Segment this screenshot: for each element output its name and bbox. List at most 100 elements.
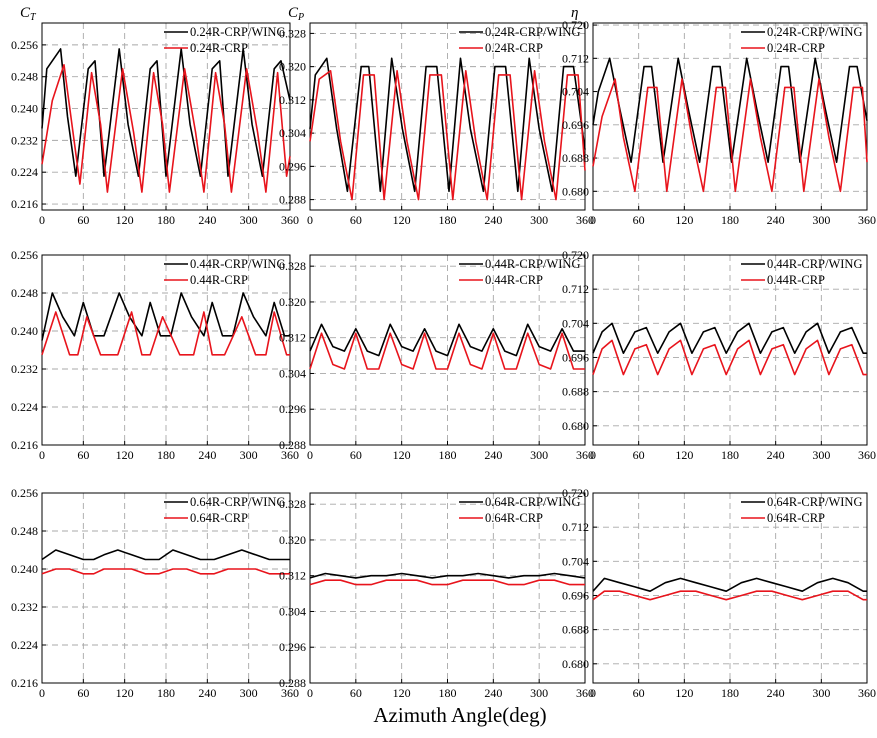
panel-eta-024: 0 60 120 180 240 300 360 0.680 0.688 0.696 0.704 0.… (562, 5, 876, 227)
x-tick-label: 240 (198, 213, 216, 227)
x-tick-label: 120 (116, 686, 134, 700)
y-tick-label: 0.224 (11, 400, 38, 414)
x-tick-label: 180 (157, 213, 175, 227)
y-tick-label: 0.296 (279, 640, 306, 654)
legend-label: 0.24R-CRP/WING (485, 25, 581, 39)
y-tick-label: 0.248 (11, 524, 38, 538)
y-tick-label: 0.232 (11, 133, 38, 147)
plot-frame (309, 492, 586, 684)
y-axis-label: CP (288, 5, 304, 23)
y-tick-label: 0.680 (562, 419, 589, 433)
legend-label: 0.44R-CRP/WING (190, 257, 286, 271)
series-line-wing (592, 57, 868, 163)
x-tick-label: 180 (721, 686, 739, 700)
x-tick-label: 240 (198, 448, 216, 462)
panel-ct-024: 0 60 120 180 240 300 360 0.216 0.224 0.232 0.240 0.… (11, 5, 299, 227)
y-tick-label: 0.288 (279, 676, 306, 690)
x-tick-label: 300 (812, 686, 830, 700)
x-tick-label: 240 (484, 448, 502, 462)
series-line-crp (592, 78, 868, 193)
x-tick-label: 360 (576, 686, 594, 700)
y-tick-label: 0.704 (562, 554, 589, 568)
plot-frame (309, 22, 586, 211)
y-tick-label: 0.320 (279, 533, 306, 547)
y-axis-label: CT (20, 5, 37, 23)
x-tick-label: 180 (439, 213, 457, 227)
series-line-crp (309, 332, 585, 370)
y-tick-label: 0.256 (11, 38, 38, 52)
y-tick-label: 0.312 (279, 569, 306, 583)
x-tick-label: 60 (350, 213, 362, 227)
panel-eta-044: 0 60 120 180 240 300 360 0.680 0.688 0.696 0.704 0.… (562, 248, 876, 462)
x-tick-label: 300 (530, 448, 548, 462)
y-tick-label: 0.320 (279, 60, 306, 74)
x-tick-label: 300 (812, 213, 830, 227)
x-tick-label: 360 (576, 448, 594, 462)
y-tick-label: 0.688 (562, 623, 589, 637)
panel-cp-044: 0 60 120 180 240 300 3600.2880.2960.3040.3120.… (279, 254, 594, 462)
y-tick-label: 0.296 (279, 402, 306, 416)
y-axis-label-subscript: P (297, 12, 304, 23)
panel-cp-064: 0 60 120 180 240 300 3600.2880.2960.3040.3120.… (279, 492, 594, 700)
y-tick-label: 0.680 (562, 184, 589, 198)
y-tick-label: 0.256 (11, 486, 38, 500)
x-tick-label: 180 (439, 686, 457, 700)
y-tick-label: 0.688 (562, 385, 589, 399)
x-tick-label: 0 (307, 686, 313, 700)
series-line-crp (41, 568, 290, 575)
x-tick-label: 0 (307, 213, 313, 227)
y-tick-label: 0.248 (11, 286, 38, 300)
y-tick-label: 0.696 (562, 350, 589, 364)
series-line-crp (41, 64, 291, 193)
series-line-wing (309, 57, 586, 193)
legend-label: 0.64R-CRP/WING (485, 495, 581, 509)
x-tick-label: 60 (350, 448, 362, 462)
y-tick-label: 0.240 (11, 562, 38, 576)
plot-frame (41, 492, 291, 684)
x-tick-label: 180 (721, 213, 739, 227)
legend-label: 0.44R-CRP (485, 273, 543, 287)
y-tick-label: 0.688 (562, 151, 589, 165)
y-tick-label: 0.696 (562, 118, 589, 132)
x-tick-label: 240 (484, 213, 502, 227)
x-tick-label: 240 (484, 686, 502, 700)
y-tick-label: 0.312 (279, 93, 306, 107)
panel-cp-024: 0 60 120 180 240 300 360 0.288 0.296 0.304 0.312 0.… (279, 5, 594, 227)
x-tick-label: 360 (281, 686, 299, 700)
legend-label: 0.44R-CRP (190, 273, 248, 287)
plot-frame (592, 254, 868, 446)
panel-ct-044: 0 60 120 180 240 300 360 0.216 0.224 0.232 0.240 0.… (11, 248, 299, 462)
series-line-wing (309, 323, 585, 357)
x-tick-label: 360 (281, 213, 299, 227)
series-line-wing (592, 322, 867, 355)
x-tick-label: 60 (77, 448, 89, 462)
legend-label: 0.64R-CRP (767, 511, 825, 525)
y-tick-label: 0.216 (11, 438, 38, 452)
x-tick-label: 120 (393, 448, 411, 462)
y-tick-label: 0.320 (279, 295, 306, 309)
y-tick-label: 0.720 (562, 486, 589, 500)
y-tick-label: 0.304 (279, 126, 306, 140)
y-tick-label: 0.312 (279, 331, 306, 345)
x-tick-label: 300 (530, 686, 548, 700)
x-tick-label: 120 (675, 686, 693, 700)
y-tick-label: 0.248 (11, 70, 38, 84)
legend-label: 0.44R-CRP/WING (767, 257, 863, 271)
legend-label: 0.24R-CRP (485, 41, 543, 55)
legend-label: 0.24R-CRP/WING (190, 25, 286, 39)
y-tick-label: 0.224 (11, 638, 38, 652)
y-tick-label: 0.232 (11, 600, 38, 614)
y-tick-label: 0.240 (11, 102, 38, 116)
x-tick-label: 300 (530, 213, 548, 227)
x-tick-label: 300 (240, 448, 258, 462)
legend-label: 0.24R-CRP/WING (767, 25, 863, 39)
x-tick-label: 240 (198, 686, 216, 700)
y-tick-label: 0.720 (562, 18, 589, 32)
series-line-crp (592, 590, 867, 601)
x-tick-label: 240 (767, 686, 785, 700)
legend-label: 0.64R-CRP/WING (767, 495, 863, 509)
legend-label: 0.64R-CRP (190, 511, 248, 525)
y-tick-label: 0.712 (562, 51, 589, 65)
x-tick-label: 60 (350, 686, 362, 700)
